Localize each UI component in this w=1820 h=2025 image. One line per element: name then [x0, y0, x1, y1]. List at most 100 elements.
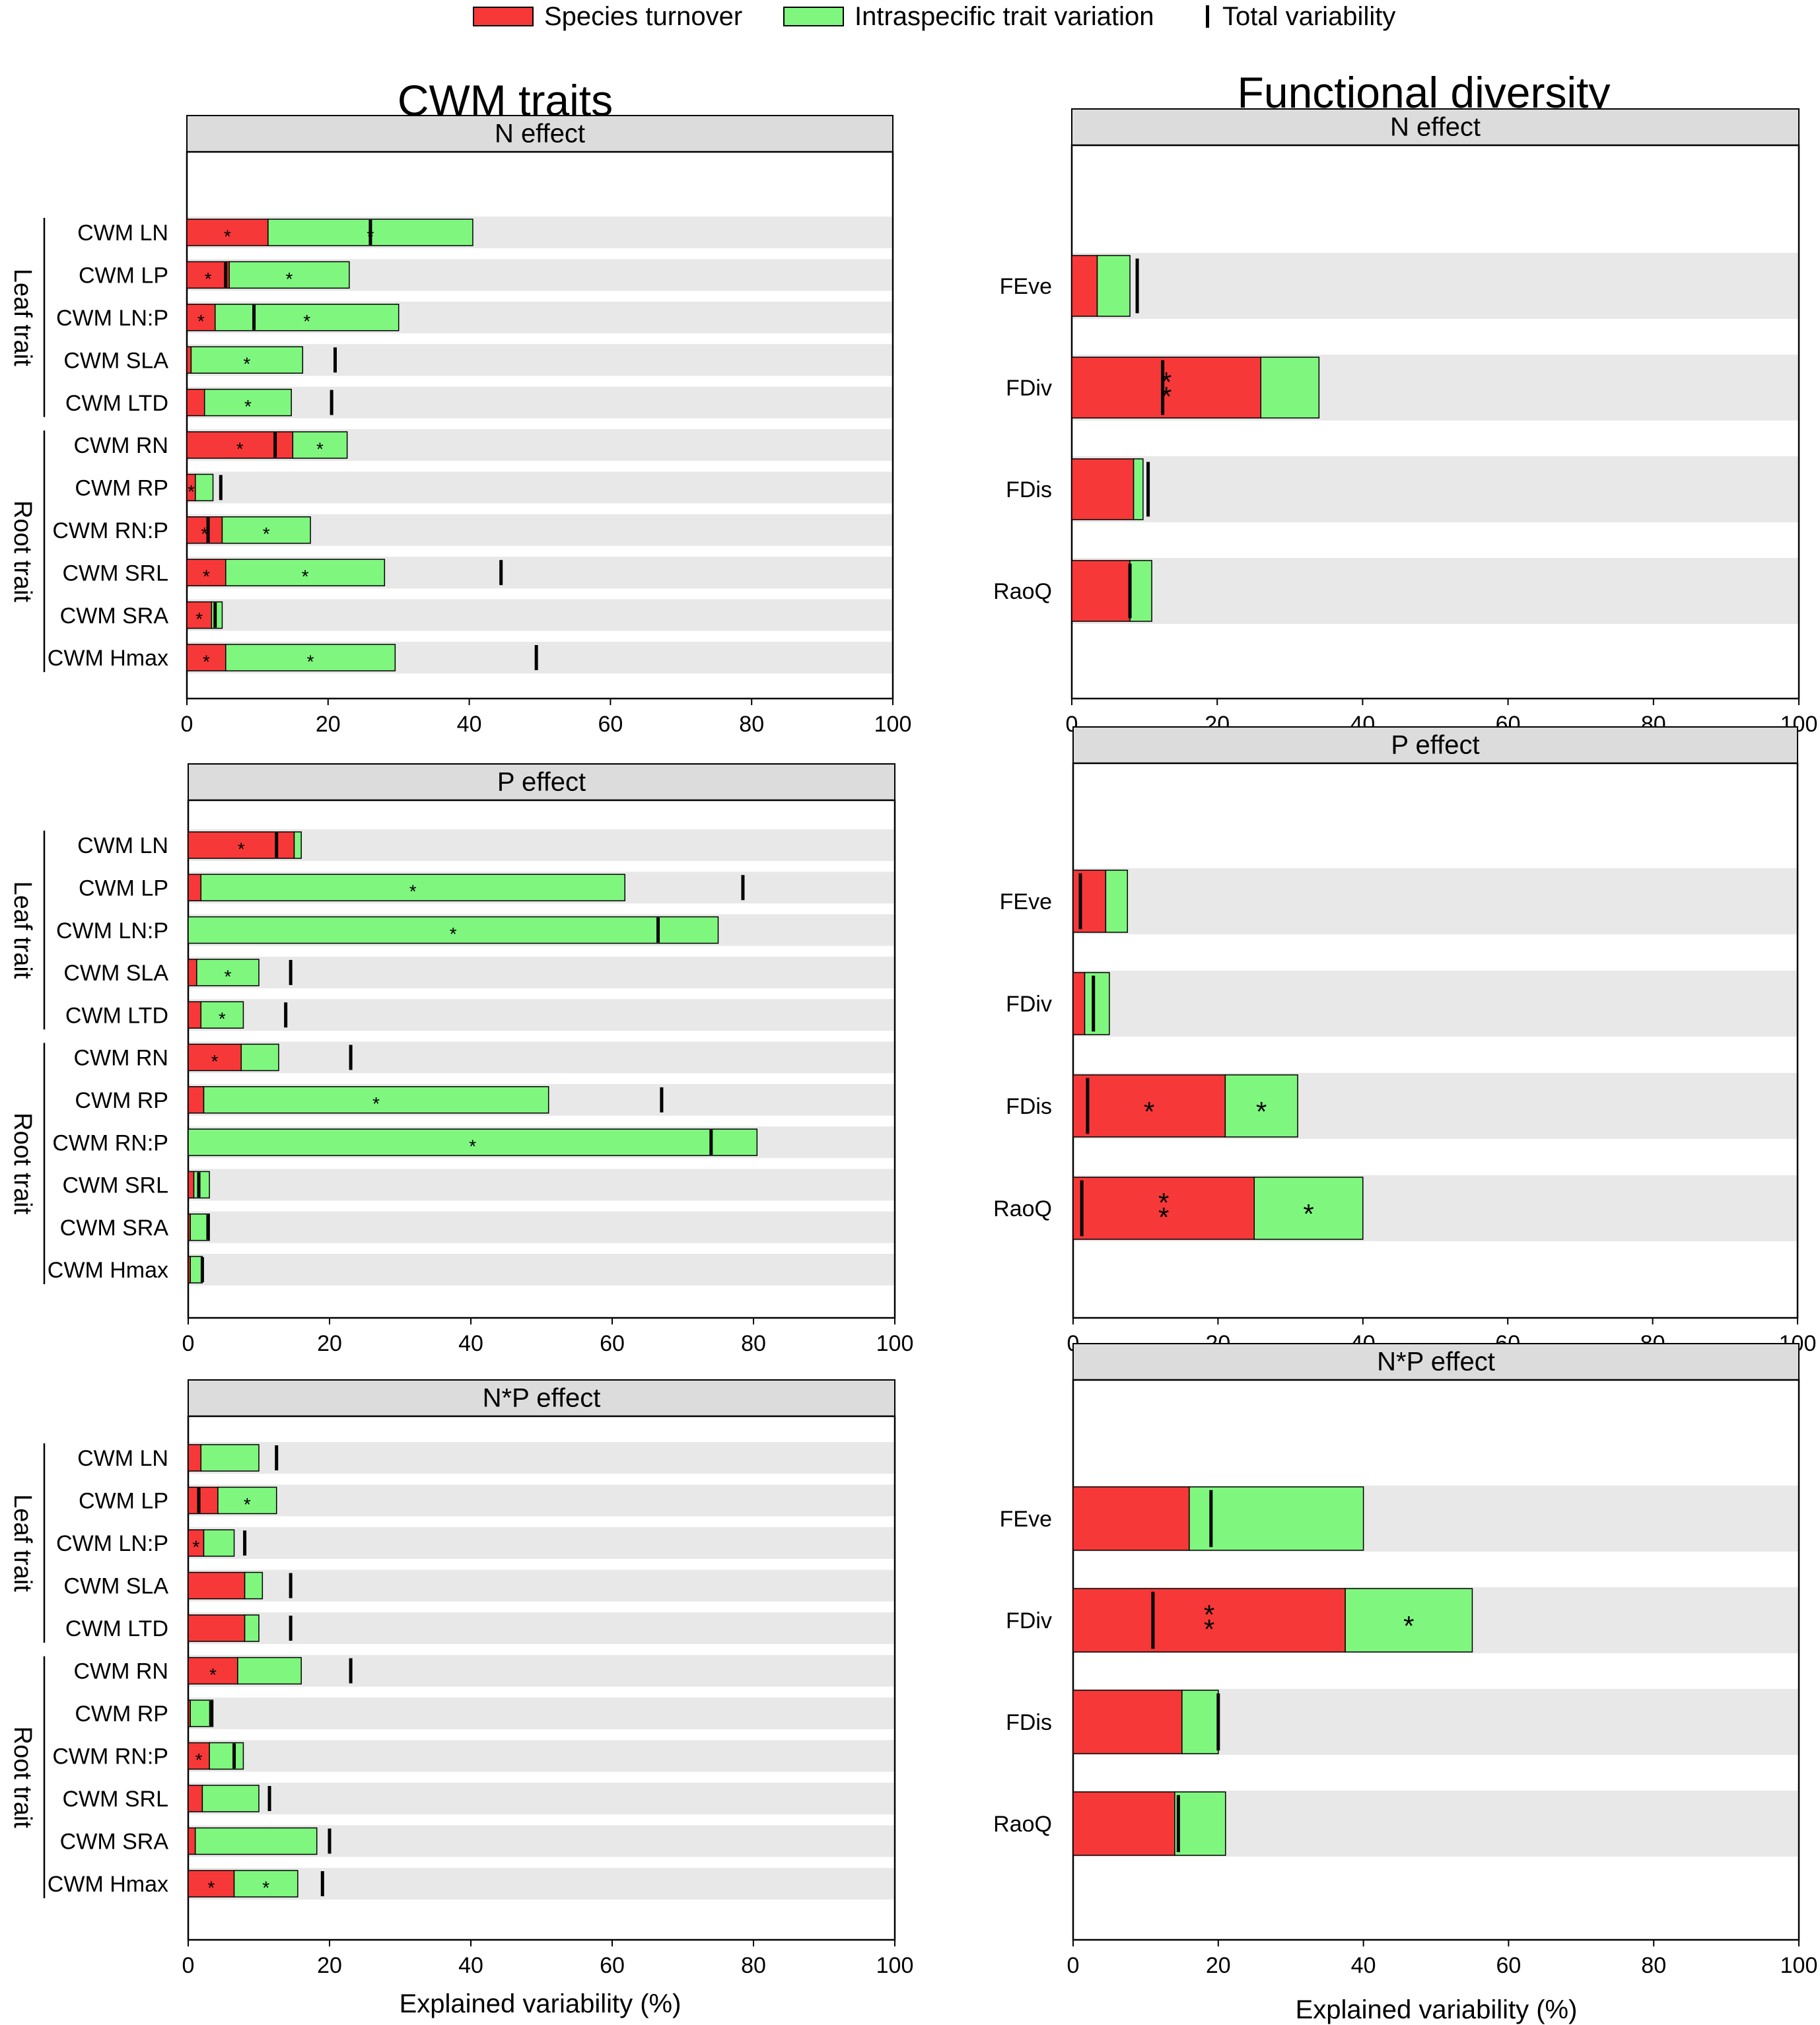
category-label: CWM LP: [79, 1489, 168, 1514]
significance-star: *: [372, 1093, 380, 1114]
total-variability-tick: [499, 560, 503, 586]
row-band: [189, 1698, 894, 1729]
category-label: CWM LTD: [65, 1616, 168, 1641]
category-label: CWM SLA: [63, 348, 168, 373]
bar-intraspecific-variation: [237, 1657, 302, 1685]
panel-title: N effect: [495, 120, 585, 149]
bar-intraspecific-variation: [215, 304, 400, 331]
row-band: [189, 1527, 894, 1559]
significance-star: *: [201, 524, 208, 544]
category-label: CWM RN: [73, 1659, 168, 1684]
chart-panels: N effect CWM LN * * CWM LP * * CWM LN:P * * CWM SL…: [9, 108, 1818, 1978]
panel-title: P effect: [497, 768, 586, 797]
row-band: [1072, 456, 1798, 522]
panel-2: P effect CWM LN * CWM LP * CWM LN:P * CWM SLA * C…: [9, 763, 913, 1356]
bar-species-turnover: [186, 559, 227, 586]
significance-star: *: [209, 1665, 217, 1685]
category-label: CWM LN:P: [56, 1531, 168, 1556]
group-label-root: Root trait: [9, 1113, 36, 1215]
bar-intraspecific-variation: [1253, 1177, 1364, 1240]
total-variability-tick: [534, 645, 538, 670]
category-label: CWM SRA: [60, 1216, 169, 1241]
legend-item-itv: Intraspecific trait variation: [783, 0, 1154, 33]
x-tick-label: 40: [458, 1331, 483, 1356]
x-tick-label: 20: [316, 712, 341, 737]
bar-intraspecific-variation: [1181, 1690, 1219, 1754]
significance-star: *: [1158, 1202, 1169, 1233]
bar-species-turnover: [188, 1742, 210, 1770]
total-variability-tick: [243, 1530, 247, 1556]
bar-intraspecific-variation: [293, 831, 302, 859]
legend-turnover-label: Species turnover: [544, 1, 743, 31]
total-variability-tick: [1092, 975, 1096, 1032]
significance-star: *: [409, 881, 417, 902]
x-tick-label: 60: [600, 1331, 625, 1356]
panel-title: N effect: [1390, 113, 1481, 142]
total-variability-tick: [275, 833, 279, 858]
total-variability-tick: [333, 347, 337, 373]
bar-species-turnover: [188, 1571, 246, 1600]
x-tick-label: 100: [874, 712, 912, 737]
bar-intraspecific-variation: [221, 516, 311, 544]
category-label: FEve: [1000, 889, 1052, 914]
category-label: CWM SRL: [62, 1173, 168, 1198]
x-tick-label: 80: [741, 1953, 766, 1978]
total-variability-tick: [289, 959, 293, 985]
x-axis-label-right: Explained variability (%): [1296, 1995, 1578, 2024]
bar-intraspecific-variation: [209, 1742, 244, 1770]
total-variability-tick: [328, 1828, 332, 1854]
significance-star: *: [1158, 1187, 1169, 1218]
significance-star: *: [205, 269, 212, 289]
category-label: RaoQ: [993, 1812, 1052, 1837]
total-variability-tick: [206, 1214, 210, 1240]
significance-star: *: [469, 1136, 476, 1157]
bar-intraspecific-variation: [225, 559, 386, 586]
total-variability-tick: [224, 262, 228, 288]
x-tick-label: 40: [458, 1953, 483, 1978]
category-label: CWM SLA: [63, 1574, 168, 1599]
bar-intraspecific-variation: [195, 473, 214, 502]
category-label: CWM RP: [75, 476, 168, 501]
bar-intraspecific-variation: [201, 1785, 260, 1812]
category-label: CWM Hmax: [48, 646, 168, 671]
significance-star: *: [1204, 1614, 1214, 1645]
category-label: CWM LTD: [65, 1003, 168, 1028]
row-band: [189, 1868, 894, 1900]
category-label: FEve: [1000, 274, 1052, 299]
significance-star: *: [307, 651, 314, 671]
significance-star: *: [195, 609, 203, 629]
group-label-root: Root trait: [9, 1727, 36, 1829]
bar-intraspecific-variation: [193, 1171, 210, 1199]
panel-title-strip: [1071, 108, 1800, 146]
bar-species-turnover: [188, 1870, 235, 1898]
bar-species-turnover: [188, 1785, 203, 1812]
bar-species-turnover: [188, 1444, 202, 1472]
row-band: [188, 471, 892, 504]
category-label: CWM RP: [75, 1088, 168, 1113]
row-band: [189, 1740, 894, 1772]
bar-intraspecific-variation: [233, 1870, 298, 1898]
bar-species-turnover: [186, 388, 205, 417]
bar-intraspecific-variation: [1174, 1791, 1226, 1856]
x-tick-label: 40: [1351, 1953, 1376, 1978]
bar-intraspecific-variation: [1096, 255, 1131, 317]
x-tick-label: 100: [1780, 1953, 1818, 1978]
bar-intraspecific-variation: [190, 1256, 203, 1284]
turnover-swatch: [473, 7, 534, 26]
bar-species-turnover: [1072, 1791, 1175, 1856]
bar-species-turnover: [186, 601, 213, 629]
significance-star: *: [1403, 1610, 1414, 1641]
panel-title-strip: [186, 115, 893, 153]
row-band: [189, 956, 894, 988]
bar-intraspecific-variation: [188, 1128, 758, 1156]
bar-species-turnover: [188, 1486, 219, 1515]
total-variability-tick: [200, 1257, 204, 1282]
bar-intraspecific-variation: [292, 431, 348, 459]
x-tick-label: 0: [1067, 1953, 1080, 1978]
row-band: [1072, 253, 1798, 319]
significance-star: *: [203, 566, 210, 587]
itv-swatch: [783, 7, 844, 26]
bar-intraspecific-variation: [1260, 357, 1320, 419]
significance-star: *: [1204, 1599, 1214, 1630]
